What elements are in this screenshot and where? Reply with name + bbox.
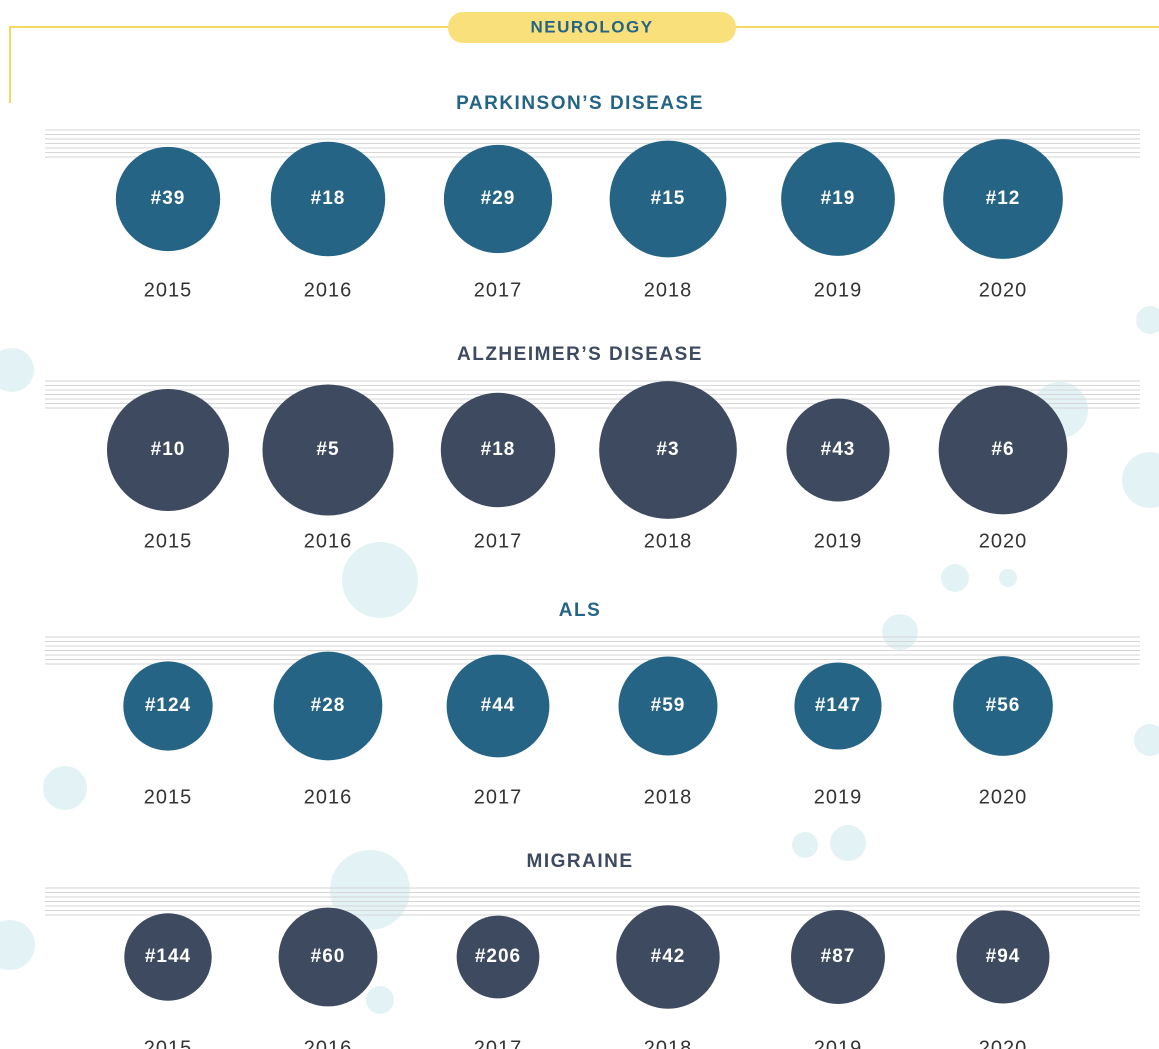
year-label: 2016 <box>304 786 353 808</box>
rank-circle <box>599 381 737 519</box>
rank-circle <box>786 398 890 502</box>
rank-label: #94 <box>986 946 1021 967</box>
rank-circle <box>123 661 213 751</box>
rank-label: #5 <box>316 439 339 460</box>
rank-label: #29 <box>481 188 516 209</box>
year-label: 2020 <box>979 1037 1028 1049</box>
year-label: 2020 <box>979 530 1028 552</box>
rank-label: #59 <box>651 695 686 716</box>
rank-label: #60 <box>311 946 346 967</box>
year-label: 2019 <box>814 279 863 301</box>
rank-circle <box>278 907 378 1007</box>
rank-label: #18 <box>481 439 516 460</box>
section-title: PARKINSON’S DISEASE <box>456 93 704 114</box>
year-label: 2018 <box>644 1037 693 1049</box>
year-label: 2018 <box>644 786 693 808</box>
section-title: ALS <box>559 600 602 621</box>
rank-label: #12 <box>986 188 1021 209</box>
rank-label: #87 <box>821 946 856 967</box>
rank-circle <box>616 905 720 1009</box>
year-label: 2017 <box>474 279 523 301</box>
rank-circle <box>609 140 727 258</box>
rank-circle <box>443 144 553 254</box>
rank-circle <box>440 392 556 508</box>
year-label: 2018 <box>644 279 693 301</box>
rank-label: #147 <box>815 695 861 716</box>
rank-circle <box>270 141 386 257</box>
rank-label: #39 <box>151 188 186 209</box>
year-label: 2020 <box>979 279 1028 301</box>
header-pill <box>448 12 736 43</box>
rank-label: #56 <box>986 695 1021 716</box>
rank-circle <box>456 915 540 999</box>
section-title: ALZHEIMER’S DISEASE <box>457 344 703 365</box>
year-label: 2015 <box>144 530 193 552</box>
rank-label: #42 <box>651 946 686 967</box>
rank-label: #144 <box>145 946 191 967</box>
rank-circle <box>794 662 882 750</box>
rank-circle <box>938 385 1068 515</box>
rank-circle <box>781 142 895 256</box>
year-label: 2019 <box>814 530 863 552</box>
rank-circle <box>956 910 1050 1004</box>
year-label: 2016 <box>304 279 353 301</box>
rank-label: #124 <box>145 695 191 716</box>
rank-label: #44 <box>481 695 516 716</box>
frame-line <box>9 26 1159 103</box>
header-title: NEUROLOGY <box>530 17 653 36</box>
year-label: 2015 <box>144 786 193 808</box>
year-label: 2020 <box>979 786 1028 808</box>
rank-circle <box>618 656 718 756</box>
rank-label: #18 <box>311 188 346 209</box>
year-label: 2018 <box>644 530 693 552</box>
rank-label: #206 <box>475 946 521 967</box>
rank-label: #43 <box>821 439 856 460</box>
rank-label: #15 <box>651 188 686 209</box>
rank-circle <box>115 146 221 252</box>
year-label: 2017 <box>474 1037 523 1049</box>
rank-label: #19 <box>821 188 856 209</box>
rank-label: #10 <box>151 439 186 460</box>
year-label: 2017 <box>474 530 523 552</box>
rank-circle <box>273 651 383 761</box>
year-label: 2017 <box>474 786 523 808</box>
year-label: 2019 <box>814 1037 863 1049</box>
rank-circle <box>446 654 550 758</box>
rank-circle <box>124 913 212 1001</box>
year-label: 2016 <box>304 530 353 552</box>
rank-label: #6 <box>991 439 1014 460</box>
section-title: MIGRAINE <box>527 851 634 872</box>
rank-circle <box>106 388 230 512</box>
rank-label: #3 <box>656 439 679 460</box>
rank-circle <box>791 910 885 1004</box>
year-label: 2015 <box>144 1037 193 1049</box>
year-label: 2015 <box>144 279 193 301</box>
rank-circle <box>943 139 1063 259</box>
rank-circle <box>262 384 394 516</box>
rank-circle <box>953 656 1053 756</box>
rank-label: #28 <box>311 695 346 716</box>
background-bubbles <box>0 306 1159 1014</box>
year-label: 2016 <box>304 1037 353 1049</box>
year-label: 2019 <box>814 786 863 808</box>
